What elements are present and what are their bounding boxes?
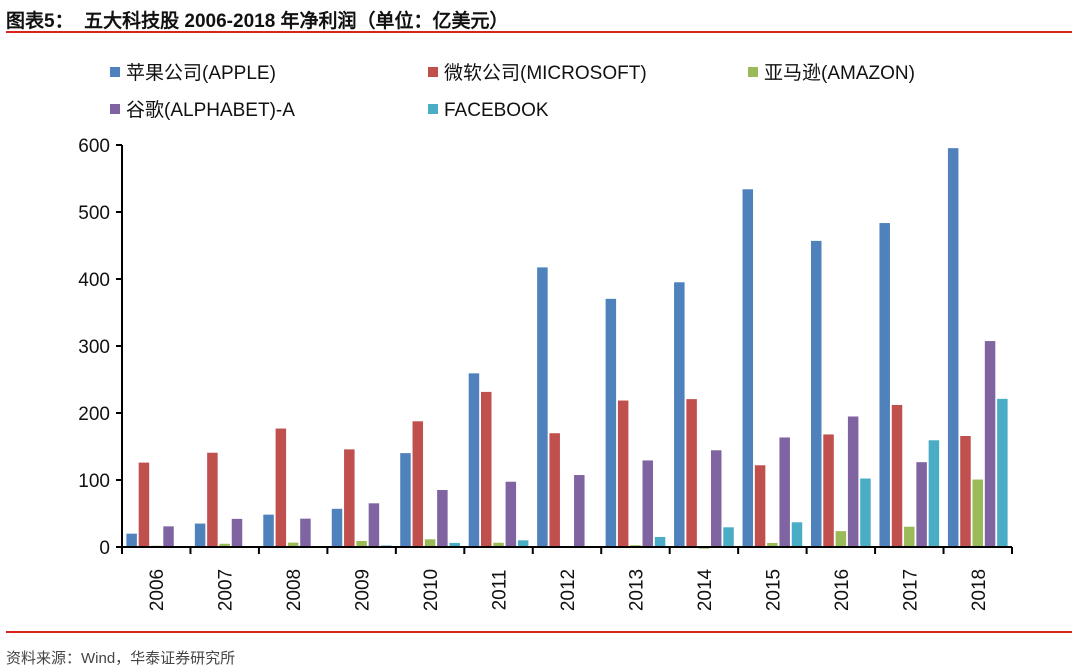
y-tick-label: 500	[78, 203, 110, 224]
bar	[997, 398, 1008, 547]
bar	[686, 399, 697, 547]
bar	[642, 460, 654, 547]
bar	[654, 536, 666, 547]
legend-swatch	[110, 67, 120, 77]
y-tick-label: 300	[78, 337, 110, 358]
y-tick-label: 100	[78, 471, 110, 492]
bar	[984, 341, 996, 547]
bar	[549, 433, 560, 547]
bar	[356, 540, 367, 547]
bar	[779, 437, 790, 547]
bar	[207, 452, 218, 547]
legend-label: 亚马逊(AMAZON)	[764, 62, 915, 84]
bar	[275, 428, 287, 547]
bar	[424, 539, 436, 547]
x-tick-label: 2018	[969, 569, 990, 611]
bar	[767, 542, 778, 547]
y-tick-label: 600	[78, 136, 110, 157]
legend-label: 谷歌(ALPHABET)-A	[126, 99, 295, 121]
y-tick-label: 200	[78, 404, 110, 425]
source-note: 资料来源：Wind，华泰证券研究所	[6, 650, 236, 667]
bar	[287, 542, 299, 547]
bar	[810, 240, 822, 547]
x-tick-label: 2010	[421, 569, 442, 611]
bar	[723, 527, 734, 547]
bar	[480, 391, 492, 547]
bar	[344, 449, 355, 547]
bar	[605, 298, 617, 547]
bar	[574, 475, 585, 547]
bar	[505, 481, 517, 547]
bar	[231, 518, 243, 547]
x-tick-label: 2017	[900, 569, 921, 611]
bar	[449, 542, 460, 547]
x-tick-label: 2013	[626, 569, 647, 611]
y-tick-label: 400	[78, 270, 110, 291]
bar	[754, 465, 766, 547]
legend-label: FACEBOOK	[444, 100, 549, 121]
figure-title: 图表5： 五大科技股 2006-2018 年净利润（单位：亿美元）	[6, 11, 509, 32]
bar	[710, 450, 722, 547]
x-tick-label: 2011	[490, 570, 511, 611]
bar	[891, 404, 903, 547]
x-tick-label: 2014	[695, 568, 716, 611]
bar	[194, 523, 206, 547]
x-tick-label: 2008	[284, 569, 305, 611]
x-tick-label: 2006	[147, 569, 168, 611]
legend-swatch	[748, 67, 758, 77]
x-tick-label: 2015	[763, 569, 784, 611]
bar	[368, 503, 380, 547]
bar	[742, 189, 754, 548]
bar	[916, 462, 927, 547]
x-tick-label: 2012	[558, 569, 579, 611]
bar	[847, 416, 859, 547]
bar	[674, 282, 685, 547]
bar	[835, 531, 847, 547]
x-tick-label: 2016	[832, 569, 853, 611]
bar	[126, 533, 137, 547]
bar	[163, 526, 174, 547]
bar	[860, 478, 871, 547]
bar	[791, 522, 803, 547]
bar	[960, 435, 971, 547]
bar	[823, 434, 834, 547]
bar	[879, 223, 890, 547]
bar	[437, 489, 448, 547]
legend-swatch	[110, 104, 120, 114]
bar	[617, 400, 629, 547]
top-rule	[6, 31, 1072, 33]
bar	[928, 440, 940, 547]
bar	[493, 542, 504, 547]
y-tick-label: 0	[99, 538, 110, 559]
x-tick-label: 2007	[216, 569, 237, 611]
legend-swatch	[428, 104, 438, 114]
bar	[400, 453, 411, 547]
bar	[904, 526, 915, 547]
bar	[412, 421, 424, 547]
bar	[537, 267, 548, 547]
bar	[219, 543, 230, 547]
bar	[517, 540, 529, 547]
bar	[947, 148, 959, 548]
legend-swatch	[428, 67, 438, 77]
bar	[972, 479, 984, 547]
bar	[138, 462, 150, 547]
bar	[263, 514, 274, 547]
bar	[331, 508, 343, 547]
bottom-rule	[6, 631, 1072, 633]
bar	[300, 518, 311, 547]
x-tick-label: 2009	[353, 569, 374, 611]
legend-label: 微软公司(MICROSOFT)	[444, 62, 647, 84]
legend-label: 苹果公司(APPLE)	[126, 62, 276, 84]
bar	[468, 373, 480, 547]
